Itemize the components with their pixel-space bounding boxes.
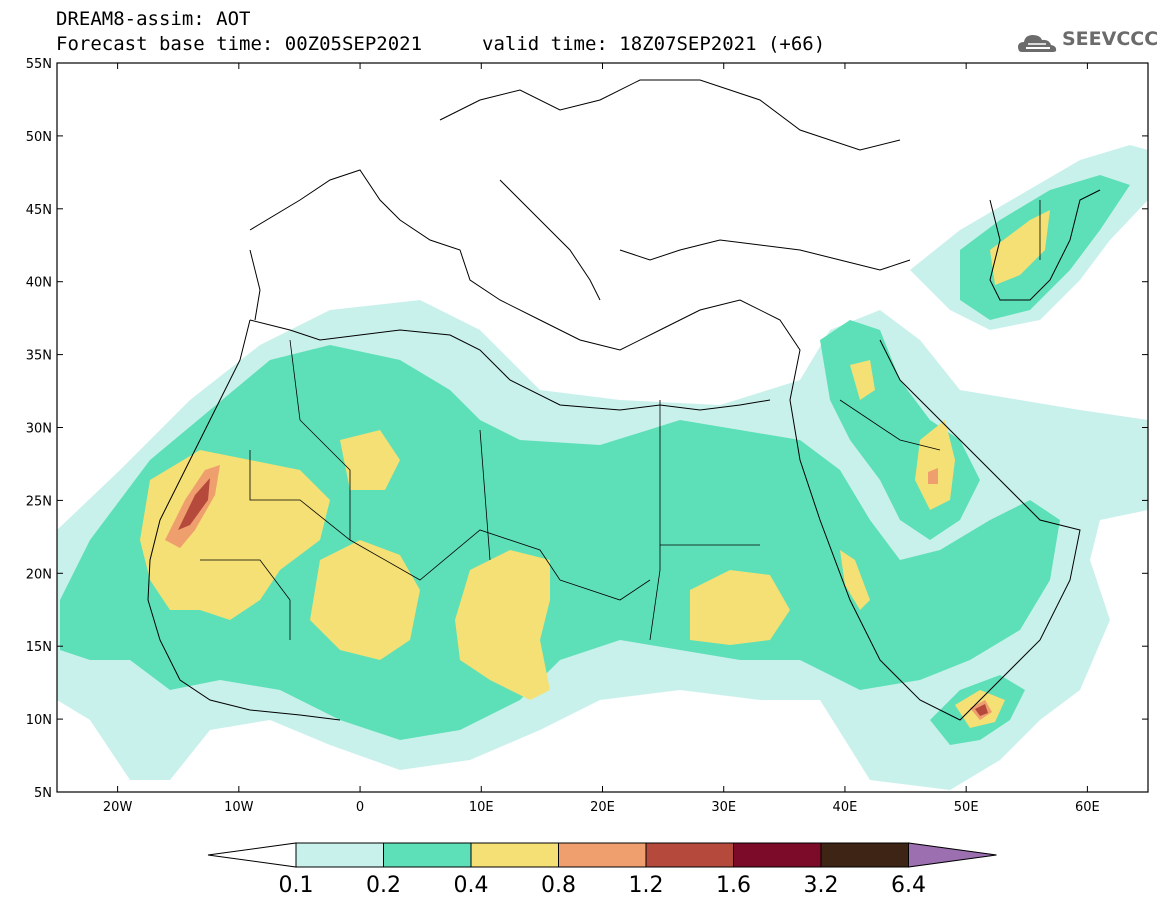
aot-plume-high-arabia xyxy=(915,420,955,510)
aot-plume-high-chad xyxy=(455,550,550,700)
aot-plume-high-caspian xyxy=(990,210,1050,285)
colorbar-low-arrow xyxy=(207,842,297,868)
colorbar-label: 1.6 xyxy=(716,873,751,898)
colorbar-label: 3.2 xyxy=(803,873,839,898)
aot-plume-high-redsea xyxy=(840,550,870,610)
colorbar-label: 0.1 xyxy=(278,873,314,898)
colorbar-segment xyxy=(295,842,384,868)
lat-labels: 55N 50N 45N 40N 35N 30N 25N 20N 15N 10N 5N xyxy=(26,57,52,801)
aot-plume-high-iraq xyxy=(850,360,875,400)
lat-label: 55N xyxy=(26,57,52,72)
colorbar-segment xyxy=(820,842,909,868)
lat-label: 45N xyxy=(26,203,52,218)
lon-label: 50E xyxy=(954,800,979,815)
colorbar-high-arrow xyxy=(908,842,997,868)
lat-label: 20N xyxy=(26,567,52,582)
lon-labels: 20W 10W 0 10E 20E 30E 40E 50E 60E xyxy=(103,800,1100,815)
lon-label: 20W xyxy=(103,800,133,815)
axis-ticks xyxy=(57,62,1148,793)
colorbar-segment xyxy=(645,842,734,868)
coastlines xyxy=(147,79,1101,721)
colorbar xyxy=(207,842,997,868)
aot-plume-high-sahel xyxy=(310,540,420,660)
aot-plume-high-sudan xyxy=(690,570,790,645)
colorbar-label: 0.2 xyxy=(366,873,401,898)
lat-label: 10N xyxy=(26,713,52,728)
colorbar-segment xyxy=(733,842,822,868)
aot-plume-core-somalia-red xyxy=(975,704,988,716)
colorbar-label: 0.4 xyxy=(453,873,489,898)
map-title: DREAM8-assim: AOT xyxy=(56,8,251,30)
colorbar-segment xyxy=(558,842,647,868)
lon-label: 60E xyxy=(1075,800,1100,815)
lat-label: 30N xyxy=(26,422,52,437)
lon-label: 10W xyxy=(224,800,254,815)
forecast-base-time: Forecast base time: 00Z05SEP2021 xyxy=(56,33,423,55)
aot-plume-core-red xyxy=(178,478,210,530)
colorbar-segment xyxy=(383,842,472,868)
country-borders xyxy=(200,200,1041,641)
cloud-icon xyxy=(1018,35,1057,52)
lat-label: 15N xyxy=(26,640,52,655)
lat-label: 35N xyxy=(26,349,52,364)
aot-field xyxy=(57,63,1148,792)
lon-label: 40E xyxy=(833,800,858,815)
colorbar-segment xyxy=(470,842,559,868)
lat-label: 50N xyxy=(26,130,52,145)
lon-label: 30E xyxy=(711,800,736,815)
aot-plume-mid xyxy=(60,345,1060,740)
valid-time: valid time: 18Z07SEP2021 (+66) xyxy=(482,33,826,55)
lon-label: 20E xyxy=(590,800,615,815)
lon-label: 10E xyxy=(469,800,494,815)
aot-plume-high-algeria xyxy=(340,430,400,490)
lat-label: 5N xyxy=(34,786,52,801)
seevccc-logo: SEEVCCC xyxy=(1062,28,1159,50)
colorbar-label: 6.4 xyxy=(891,873,926,898)
colorbar-label: 0.8 xyxy=(541,873,576,898)
lon-label: 0 xyxy=(356,800,364,815)
colorbar-label: 1.2 xyxy=(628,873,664,898)
aot-plume-core-arabia-red xyxy=(928,468,938,484)
lat-label: 40N xyxy=(26,276,52,291)
aot-plume-high-westsahara xyxy=(140,450,330,620)
lat-label: 25N xyxy=(26,494,52,509)
